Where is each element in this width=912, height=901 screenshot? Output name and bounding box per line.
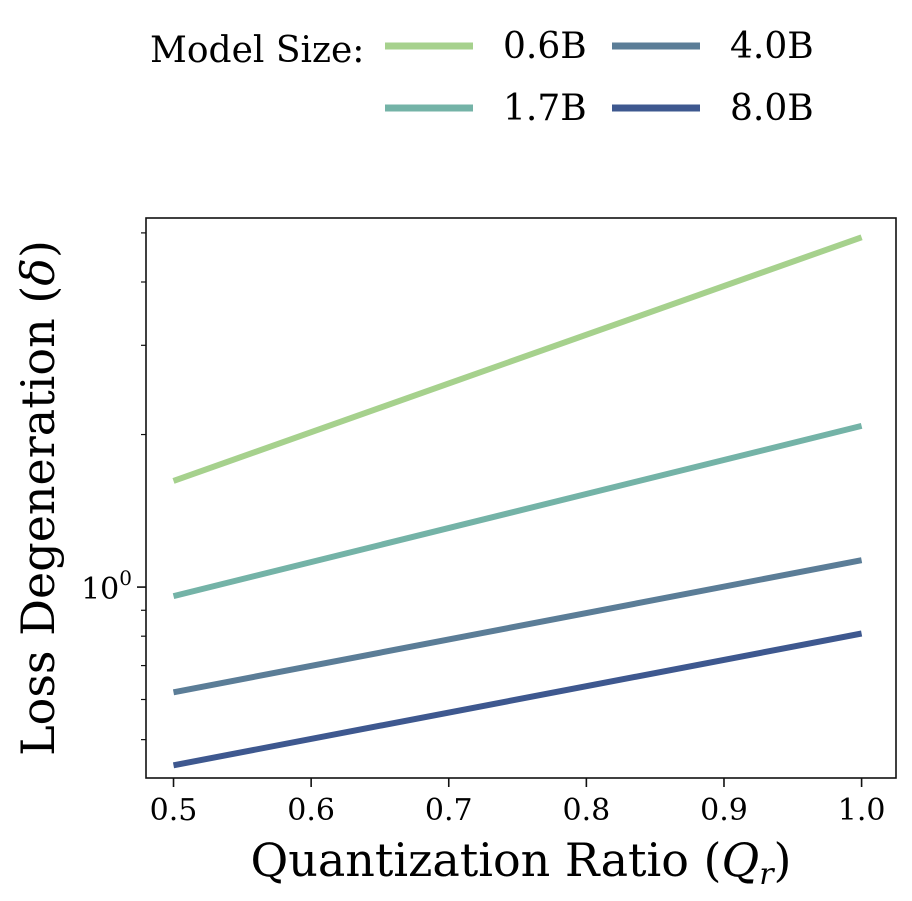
- x-tick-label: 0.9: [700, 793, 748, 828]
- x-tick-label: 0.7: [425, 793, 473, 828]
- legend-label-2: 4.0B: [730, 26, 814, 67]
- y-tick-label: 100: [81, 566, 132, 607]
- x-tick-label: 0.8: [563, 793, 611, 828]
- x-axis-ticks: 0.5 0.6 0.7 0.8 0.9 1.0: [150, 778, 886, 828]
- legend-label-1: 1.7B: [503, 88, 587, 129]
- y-axis-label: Loss Degeneration (δ): [11, 240, 65, 756]
- series-line-0: [172, 234, 863, 484]
- x-tick-label: 0.5: [150, 793, 198, 828]
- x-axis-label: Quantization Ratio (Qr): [251, 833, 792, 892]
- series-line-1: [172, 422, 863, 600]
- legend: Model Size: 0.6B 1.7B 4.0B 8.0B: [150, 26, 814, 129]
- x-tick-label: 0.6: [287, 793, 335, 828]
- y-minor-ticks: [141, 232, 146, 741]
- series-line-3: [172, 630, 863, 769]
- x-tick-label: 1.0: [838, 793, 886, 828]
- series-line-2: [172, 557, 863, 696]
- y-axis-ticks: 100: [81, 566, 146, 607]
- plot-frame: [145, 217, 897, 779]
- legend-label-3: 8.0B: [730, 88, 814, 129]
- legend-label-0: 0.6B: [503, 26, 587, 67]
- legend-title: Model Size:: [150, 30, 364, 71]
- series-lines: [172, 234, 863, 769]
